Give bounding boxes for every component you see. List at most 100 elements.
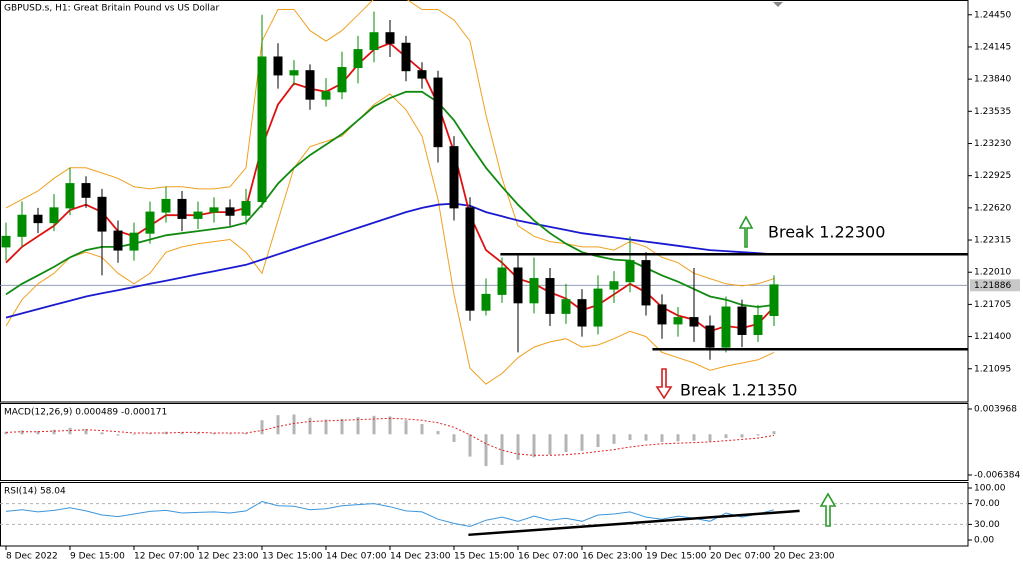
candle-body — [417, 70, 427, 79]
x-tick-label: 20 Dec 07:00 — [710, 552, 771, 562]
candle-body — [113, 230, 123, 251]
candle-body — [577, 299, 587, 327]
candle-body — [305, 70, 315, 100]
macd-bar — [308, 417, 312, 435]
macd-bar — [756, 434, 760, 436]
macd-bar — [580, 434, 584, 451]
rsi-panel — [0, 482, 969, 547]
candle-body — [641, 260, 651, 306]
x-tick-label: 16 Dec 23:00 — [582, 552, 643, 562]
candle-body — [721, 306, 731, 348]
overlay-line — [5, 0, 775, 287]
candle-body — [17, 214, 27, 237]
macd-bar — [564, 434, 568, 453]
candle-body — [145, 211, 155, 234]
macd-bar — [180, 432, 184, 435]
x-tick-label: 14 Dec 23:00 — [390, 552, 451, 562]
rsi-trendline — [468, 509, 800, 537]
macd-bar — [132, 434, 136, 435]
y-tick-label: 0.003968 — [974, 404, 1017, 414]
macd-bar — [404, 420, 408, 435]
macd-bar — [612, 434, 616, 444]
candle-body — [177, 198, 187, 219]
macd-bar — [596, 434, 600, 448]
candle-body — [513, 267, 523, 304]
candle-body — [81, 183, 91, 198]
candle-body — [705, 325, 715, 348]
macd-bar — [276, 415, 280, 435]
macd-bar — [4, 431, 8, 435]
candle-body — [209, 207, 219, 213]
macd-bar — [244, 433, 248, 435]
candle-body — [625, 260, 635, 283]
last-price-box — [970, 279, 1020, 292]
macd-bar — [372, 415, 376, 435]
x-tick-label: 13 Dec 15:00 — [262, 552, 323, 562]
up-arrow — [819, 492, 837, 527]
y-tick-label: 1.22925 — [974, 171, 1011, 181]
candle-body — [737, 306, 747, 335]
y-tick-label: 1.22315 — [974, 236, 1011, 246]
x-tick-label: 14 Dec 07:00 — [326, 552, 387, 562]
macd-bar — [324, 419, 328, 435]
macd-bar — [212, 433, 216, 435]
candle-body — [193, 211, 203, 219]
macd-bar — [660, 434, 664, 442]
macd-plot — [4, 414, 776, 467]
y-tick-label: 1.23840 — [974, 75, 1011, 85]
candle-body — [673, 317, 683, 325]
macd-bar — [116, 434, 120, 436]
candle-body — [321, 91, 331, 100]
macd-bar — [84, 429, 88, 435]
x-tick-label: 19 Dec 15:00 — [646, 552, 707, 562]
y-tick-label: 1.24450 — [974, 10, 1011, 20]
macd-bar — [100, 432, 104, 435]
y-tick-label: 1.21705 — [974, 300, 1011, 310]
macd-bar — [516, 434, 520, 460]
macd-bar — [356, 417, 360, 435]
macd-bar — [740, 434, 744, 438]
y-tick-label: 70.00 — [974, 499, 1000, 509]
candle-body — [561, 299, 571, 314]
candle-body — [497, 267, 507, 295]
main-panel — [0, 0, 969, 403]
candle-body — [481, 293, 491, 311]
axes: 1.24450 1.24145 1.23840 1.23535 1.23230 1.229… — [5, 10, 1020, 562]
y-tick-label: 0.00 — [974, 536, 994, 546]
macd-bar — [388, 416, 392, 435]
macd-bar — [20, 430, 24, 435]
annotation: Break 1.22300 — [768, 223, 885, 242]
down-arrow — [655, 368, 673, 400]
macd-bar — [724, 434, 728, 439]
y-tick-label: 1.21095 — [974, 364, 1011, 374]
overlay-line — [5, 42, 775, 333]
y-tick-label: 100.00 — [974, 483, 1006, 493]
macd-label: MACD(12,26,9) 0.000489 -0.000171 — [4, 408, 167, 418]
candle-body — [161, 198, 171, 213]
last-price-label: 1.21886 — [974, 281, 1011, 291]
x-tick-label: 9 Dec 15:00 — [70, 552, 125, 562]
macd-bar — [196, 433, 200, 435]
candle-body — [129, 232, 139, 251]
macd-bar — [500, 434, 504, 465]
candle-body — [257, 56, 267, 203]
rsi-line — [5, 500, 775, 528]
rsi-label: RSI(14) 58.04 — [4, 487, 66, 497]
macd-bar — [148, 433, 152, 435]
macd-bar — [708, 434, 712, 442]
y-tick-label: 1.23230 — [974, 139, 1011, 149]
macd-bar — [260, 420, 264, 435]
macd-bar — [644, 434, 648, 441]
candle-body — [241, 201, 251, 216]
macd-signal — [5, 417, 775, 456]
x-tick-label: 12 Dec 23:00 — [198, 552, 259, 562]
macd-bar — [548, 434, 552, 455]
candle-body — [609, 281, 619, 290]
candle-body — [65, 183, 75, 209]
chart-title: GBPUSD.s, H1: Great Britain Pound vs US … — [4, 4, 219, 14]
up-arrow — [738, 215, 754, 248]
candle-body — [225, 207, 235, 216]
main-plot — [0, 0, 968, 385]
y-tick-label: 1.22620 — [974, 203, 1011, 213]
